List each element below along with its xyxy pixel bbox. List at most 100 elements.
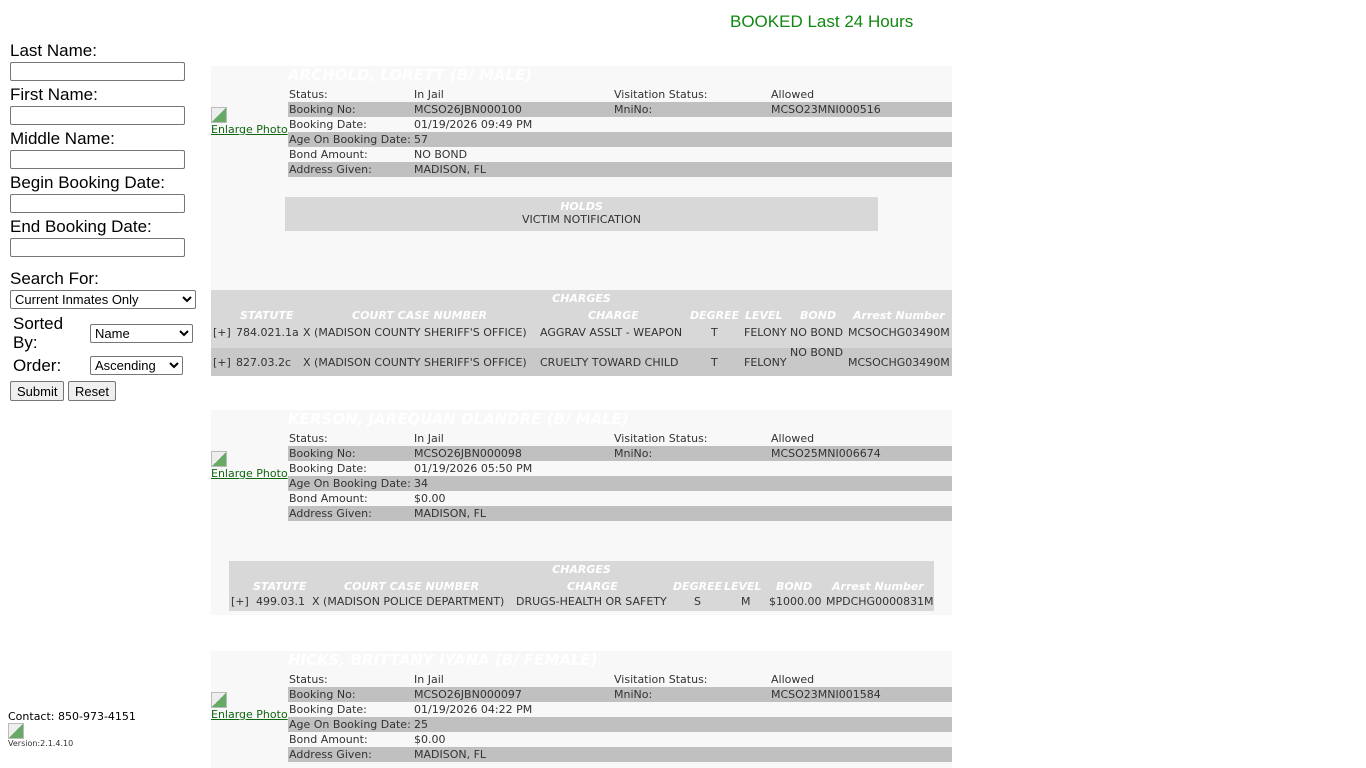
info-row: Status: In Jail Visitation Status: Allow… bbox=[288, 87, 952, 102]
charge-case: X (MADISON COUNTY SHERIFF'S OFFICE) bbox=[303, 326, 527, 339]
info-row: Booking Date: 01/19/2026 05:50 PM bbox=[288, 461, 952, 476]
charge-charge: AGGRAV ASSLT - WEAPON bbox=[540, 326, 683, 339]
field-label: Status: bbox=[289, 673, 328, 686]
field-label: Status: bbox=[289, 88, 328, 101]
enlarge-photo-label: Enlarge Photo bbox=[211, 467, 288, 480]
enlarge-photo-link[interactable]: Enlarge Photo bbox=[211, 692, 288, 721]
enlarge-photo-label: Enlarge Photo bbox=[211, 708, 288, 721]
field-label: Booking No: bbox=[289, 447, 356, 460]
column-header: DEGREE bbox=[673, 580, 723, 593]
middle-name-input[interactable] bbox=[10, 150, 185, 169]
expand-charge-toggle[interactable]: [+] bbox=[231, 595, 249, 608]
end-date-input[interactable] bbox=[10, 238, 185, 257]
charge-arrest: MCSOCHG03490M bbox=[848, 356, 950, 369]
field-label: Age On Booking Date: bbox=[289, 133, 411, 146]
inmate-name: HICKS, BRITTANY IYANA (B/ FEMALE) bbox=[288, 651, 598, 669]
enlarge-photo-link[interactable]: Enlarge Photo bbox=[211, 107, 288, 136]
field-label: MniNo: bbox=[614, 688, 653, 701]
charges-table: CHARGES STATUTE COURT CASE NUMBER CHARGE DEG… bbox=[211, 290, 952, 376]
inmate-info: Status: In Jail Visitation Status: Allow… bbox=[288, 672, 952, 762]
field-label: MniNo: bbox=[614, 103, 653, 116]
field-value: 01/19/2026 09:49 PM bbox=[414, 118, 533, 131]
expand-charge-toggle[interactable]: [+] bbox=[213, 356, 231, 369]
field-label: Booking No: bbox=[289, 103, 356, 116]
begin-date-input[interactable] bbox=[10, 194, 185, 213]
field-label: Bond Amount: bbox=[289, 148, 368, 161]
charge-arrest: MCSOCHG03490M bbox=[848, 326, 950, 339]
inmate-info: Status: In Jail Visitation Status: Allow… bbox=[288, 431, 952, 521]
order-select[interactable]: Ascending bbox=[90, 356, 183, 375]
last-name-label: Last Name: bbox=[10, 41, 97, 60]
field-label: Address Given: bbox=[289, 507, 372, 520]
charge-bond: $1000.00 bbox=[769, 595, 822, 608]
search-for-select[interactable]: Current Inmates Only bbox=[10, 290, 196, 309]
enlarge-photo-link[interactable]: Enlarge Photo bbox=[211, 451, 288, 480]
field-value: In Jail bbox=[414, 432, 444, 445]
field-value: MADISON, FL bbox=[414, 748, 487, 761]
charge-degree: T bbox=[711, 326, 718, 339]
field-value: MCSO23MNI001584 bbox=[771, 688, 881, 701]
field-label: MniNo: bbox=[614, 447, 653, 460]
inmate-photo-icon bbox=[211, 692, 227, 708]
info-row: Booking Date: 01/19/2026 09:49 PM bbox=[288, 117, 952, 132]
info-row: Booking No: MCSO26JBN000100 MniNo: MCSO2… bbox=[288, 102, 952, 117]
info-row: Booking No: MCSO26JBN000098 MniNo: MCSO2… bbox=[288, 446, 952, 461]
sorted-by-select[interactable]: Name bbox=[90, 324, 193, 343]
field-label: Booking Date: bbox=[289, 118, 367, 131]
field-label: Age On Booking Date: bbox=[289, 718, 411, 731]
inmate-photo-icon bbox=[211, 451, 227, 467]
field-value: In Jail bbox=[414, 673, 444, 686]
submit-button[interactable]: Submit bbox=[10, 381, 65, 401]
field-label: Address Given: bbox=[289, 748, 372, 761]
logo-image-icon bbox=[8, 723, 24, 739]
field-value: 01/19/2026 04:22 PM bbox=[414, 703, 533, 716]
sorted-by-label: Sorted By: bbox=[13, 314, 64, 352]
info-row: Address Given: MADISON, FL bbox=[288, 506, 952, 521]
charge-level: M bbox=[741, 595, 751, 608]
charge-degree: S bbox=[694, 595, 701, 608]
charge-charge: CRUELTY TOWARD CHILD bbox=[540, 356, 679, 369]
field-label: Age On Booking Date: bbox=[289, 477, 411, 490]
column-header: DEGREE bbox=[690, 309, 740, 322]
charge-arrest: MPDCHG0000831M bbox=[826, 595, 934, 608]
field-label: Bond Amount: bbox=[289, 733, 368, 746]
charges-table: CHARGES STATUTE COURT CASE NUMBER CHARGE DEG… bbox=[229, 561, 934, 611]
charge-row: [+] 827.03.2c X (MADISON COUNTY SHERIFF'S … bbox=[211, 346, 952, 376]
first-name-input[interactable] bbox=[10, 106, 185, 125]
holds-title: HOLDS bbox=[560, 200, 603, 213]
hold-item: VICTIM NOTIFICATION bbox=[521, 213, 642, 226]
info-row: Age On Booking Date: 57 bbox=[288, 132, 952, 147]
info-row: Address Given: MADISON, FL bbox=[288, 747, 952, 762]
info-row: Address Given: MADISON, FL bbox=[288, 162, 952, 177]
last-name-input[interactable] bbox=[10, 62, 185, 81]
column-header: LEVEL bbox=[724, 580, 762, 593]
charge-bond: NO BOND bbox=[790, 346, 844, 359]
end-date-label: End Booking Date: bbox=[10, 217, 152, 236]
reset-button[interactable]: Reset bbox=[68, 381, 116, 401]
column-header: BOND bbox=[776, 580, 813, 593]
field-label: Booking Date: bbox=[289, 462, 367, 475]
charge-row: [+] 499.03.1 X (MADISON POLICE DEPARTMENT)… bbox=[229, 595, 934, 611]
charge-charge: DRUGS-HEALTH OR SAFETY bbox=[516, 595, 667, 608]
field-label: Status: bbox=[289, 432, 328, 445]
field-label: Address Given: bbox=[289, 163, 372, 176]
column-header: BOND bbox=[800, 309, 837, 322]
expand-charge-toggle[interactable]: [+] bbox=[213, 326, 231, 339]
field-value: Allowed bbox=[771, 88, 815, 101]
field-value: MCSO25MNI006674 bbox=[771, 447, 881, 460]
field-value: MADISON, FL bbox=[414, 507, 487, 520]
column-header: CHARGE bbox=[588, 309, 639, 322]
field-value: NO BOND bbox=[414, 148, 468, 161]
column-header: Arrest Number bbox=[853, 309, 945, 322]
field-value: MCSO26JBN000097 bbox=[414, 688, 522, 701]
charge-row: [+] 784.021.1a X (MADISON COUNTY SHERIFF'S… bbox=[211, 324, 952, 342]
field-label: Visitation Status: bbox=[614, 673, 708, 686]
field-value: MCSO23MNI000516 bbox=[771, 103, 881, 116]
field-value: MCSO26JBN000098 bbox=[414, 447, 522, 460]
inmate-info: Status: In Jail Visitation Status: Allow… bbox=[288, 87, 952, 177]
field-value: MADISON, FL bbox=[414, 163, 487, 176]
info-row: Bond Amount: $0.00 bbox=[288, 491, 952, 506]
charge-case: X (MADISON COUNTY SHERIFF'S OFFICE) bbox=[303, 356, 527, 369]
charge-case: X (MADISON POLICE DEPARTMENT) bbox=[312, 595, 505, 608]
column-header: CHARGE bbox=[567, 580, 618, 593]
